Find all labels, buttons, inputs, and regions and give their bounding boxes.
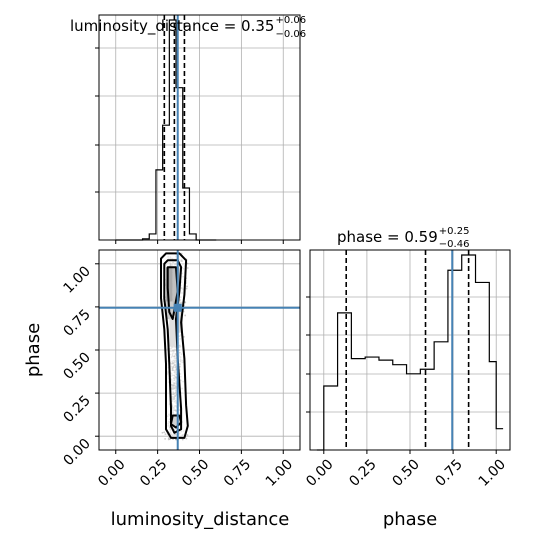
x-tick-label-phase: 0.75 (433, 457, 466, 490)
sample-point (161, 431, 164, 434)
y-tick-label-phase: 1.00 (60, 263, 93, 296)
sample-point (164, 437, 167, 440)
x-axis-label-luminosity-distance: luminosity_distance (111, 509, 290, 530)
sample-point (181, 438, 184, 441)
histogram-step-phase (316, 254, 504, 451)
truth-marker (173, 303, 182, 312)
y-axis-label-phase: phase (23, 323, 44, 377)
x-tick-label-luminosity-distance: 0.25 (137, 457, 170, 490)
x-tick-label-phase: 0.50 (389, 457, 422, 490)
sample-point (164, 433, 167, 436)
sample-point (167, 438, 170, 441)
luminosity-distance-title-upper-error: +0.06 (275, 15, 306, 26)
x-tick-label-luminosity-distance: 0.50 (179, 457, 212, 490)
sample-point (186, 267, 189, 269)
sample-point (174, 438, 177, 441)
contour-2 (166, 266, 179, 320)
phase-title-upper-error: +0.25 (439, 226, 470, 237)
x-tick-label-phase: 1.00 (476, 457, 509, 490)
sample-point (185, 437, 188, 440)
x-tick-label-luminosity-distance: 1.00 (263, 457, 296, 490)
sample-point (167, 437, 170, 440)
sample-point (184, 301, 187, 304)
sample-point (184, 314, 187, 317)
phase-title-lower-error: −0.46 (439, 239, 470, 250)
contour-3 (170, 414, 183, 429)
sample-point (163, 431, 166, 434)
sample-point (186, 285, 188, 288)
y-tick-label-phase: 0.25 (60, 393, 93, 426)
luminosity-distance-title-lower-error: −0.06 (275, 29, 306, 40)
sample-point (185, 287, 188, 290)
x-axis-label-phase: phase (383, 509, 437, 530)
joint-posterior-panel (95, 249, 301, 454)
histogram-step-luminosity-distance (115, 19, 217, 241)
luminosity-distance-title: luminosity_distance = 0.35 (70, 17, 274, 36)
luminosity-distance-marginal-panel (95, 14, 301, 244)
x-tick-label-luminosity-distance: 0.75 (221, 457, 254, 490)
y-tick-label-phase: 0.75 (60, 306, 93, 339)
y-tick-label-phase: 0.50 (60, 350, 93, 383)
phase-marginal-panel (306, 249, 511, 454)
phase-title: phase = 0.59 (337, 228, 438, 246)
x-tick-label-phase: 0.25 (346, 457, 379, 490)
x-tick-label-phase: 0.00 (303, 457, 336, 490)
y-tick-label-phase: 0.00 (60, 436, 93, 469)
sample-point (186, 434, 189, 436)
x-tick-label-luminosity-distance: 0.00 (95, 457, 128, 490)
sample-point (169, 438, 171, 441)
